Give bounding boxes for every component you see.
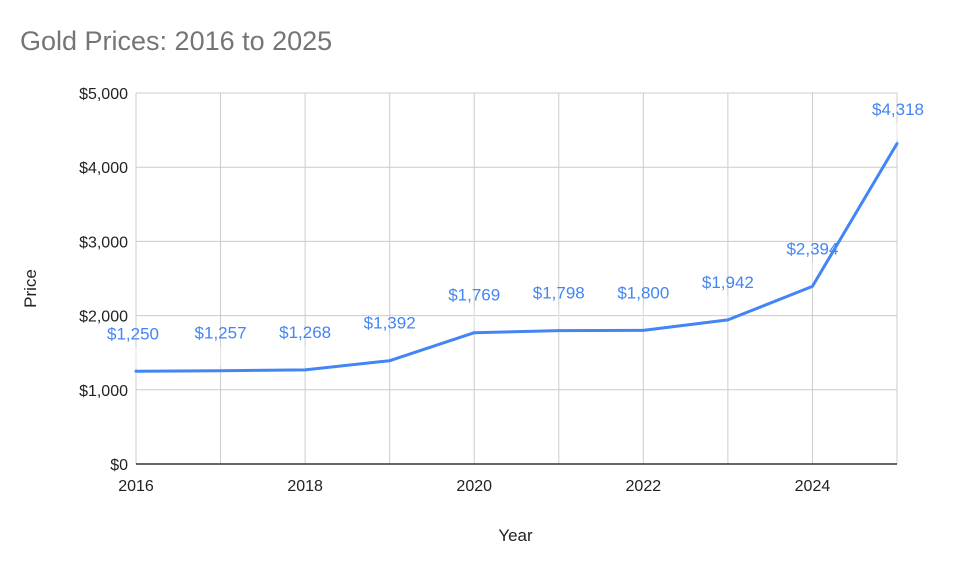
x-tick-label: 2024 (795, 478, 831, 495)
data-label: $1,392 (364, 314, 416, 333)
data-label: $1,250 (107, 324, 159, 343)
x-tick-label: 2022 (626, 478, 662, 495)
series-line-price (134, 142, 899, 373)
x-axis-title: Year (498, 526, 533, 545)
data-label: $4,318 (872, 100, 924, 119)
y-tick-label: $0 (110, 457, 128, 474)
y-axis-ticks: $0 $1,000 $2,000 $3,000 $4,000 $5,000 (79, 86, 128, 474)
chart-title: Gold Prices: 2016 to 2025 (20, 26, 333, 56)
x-tick-label: 2020 (456, 478, 492, 495)
data-label: $1,268 (279, 323, 331, 342)
data-label: $1,769 (448, 286, 500, 305)
data-label: $1,942 (702, 273, 754, 292)
y-tick-label: $4,000 (79, 160, 128, 177)
x-axis-ticks: 2016 2018 2020 2022 2024 (118, 478, 830, 495)
data-labels: $1,250 $1,257 $1,268 $1,392 $1,769 $1,798 $1,8… (107, 100, 924, 368)
x-tick-label: 2018 (287, 478, 323, 495)
y-tick-label: $3,000 (79, 234, 128, 251)
data-label: $1,257 (195, 324, 247, 343)
y-tick-label: $2,000 (79, 309, 128, 326)
y-tick-label: $1,000 (79, 383, 128, 400)
gridlines (135, 92, 898, 464)
x-tick-label: 2016 (118, 478, 154, 495)
data-label: $2,394 (786, 239, 838, 258)
data-label: $1,798 (533, 284, 585, 303)
y-axis-title: Price (21, 269, 40, 308)
y-tick-label: $5,000 (79, 86, 128, 103)
data-label: $1,800 (617, 283, 669, 302)
